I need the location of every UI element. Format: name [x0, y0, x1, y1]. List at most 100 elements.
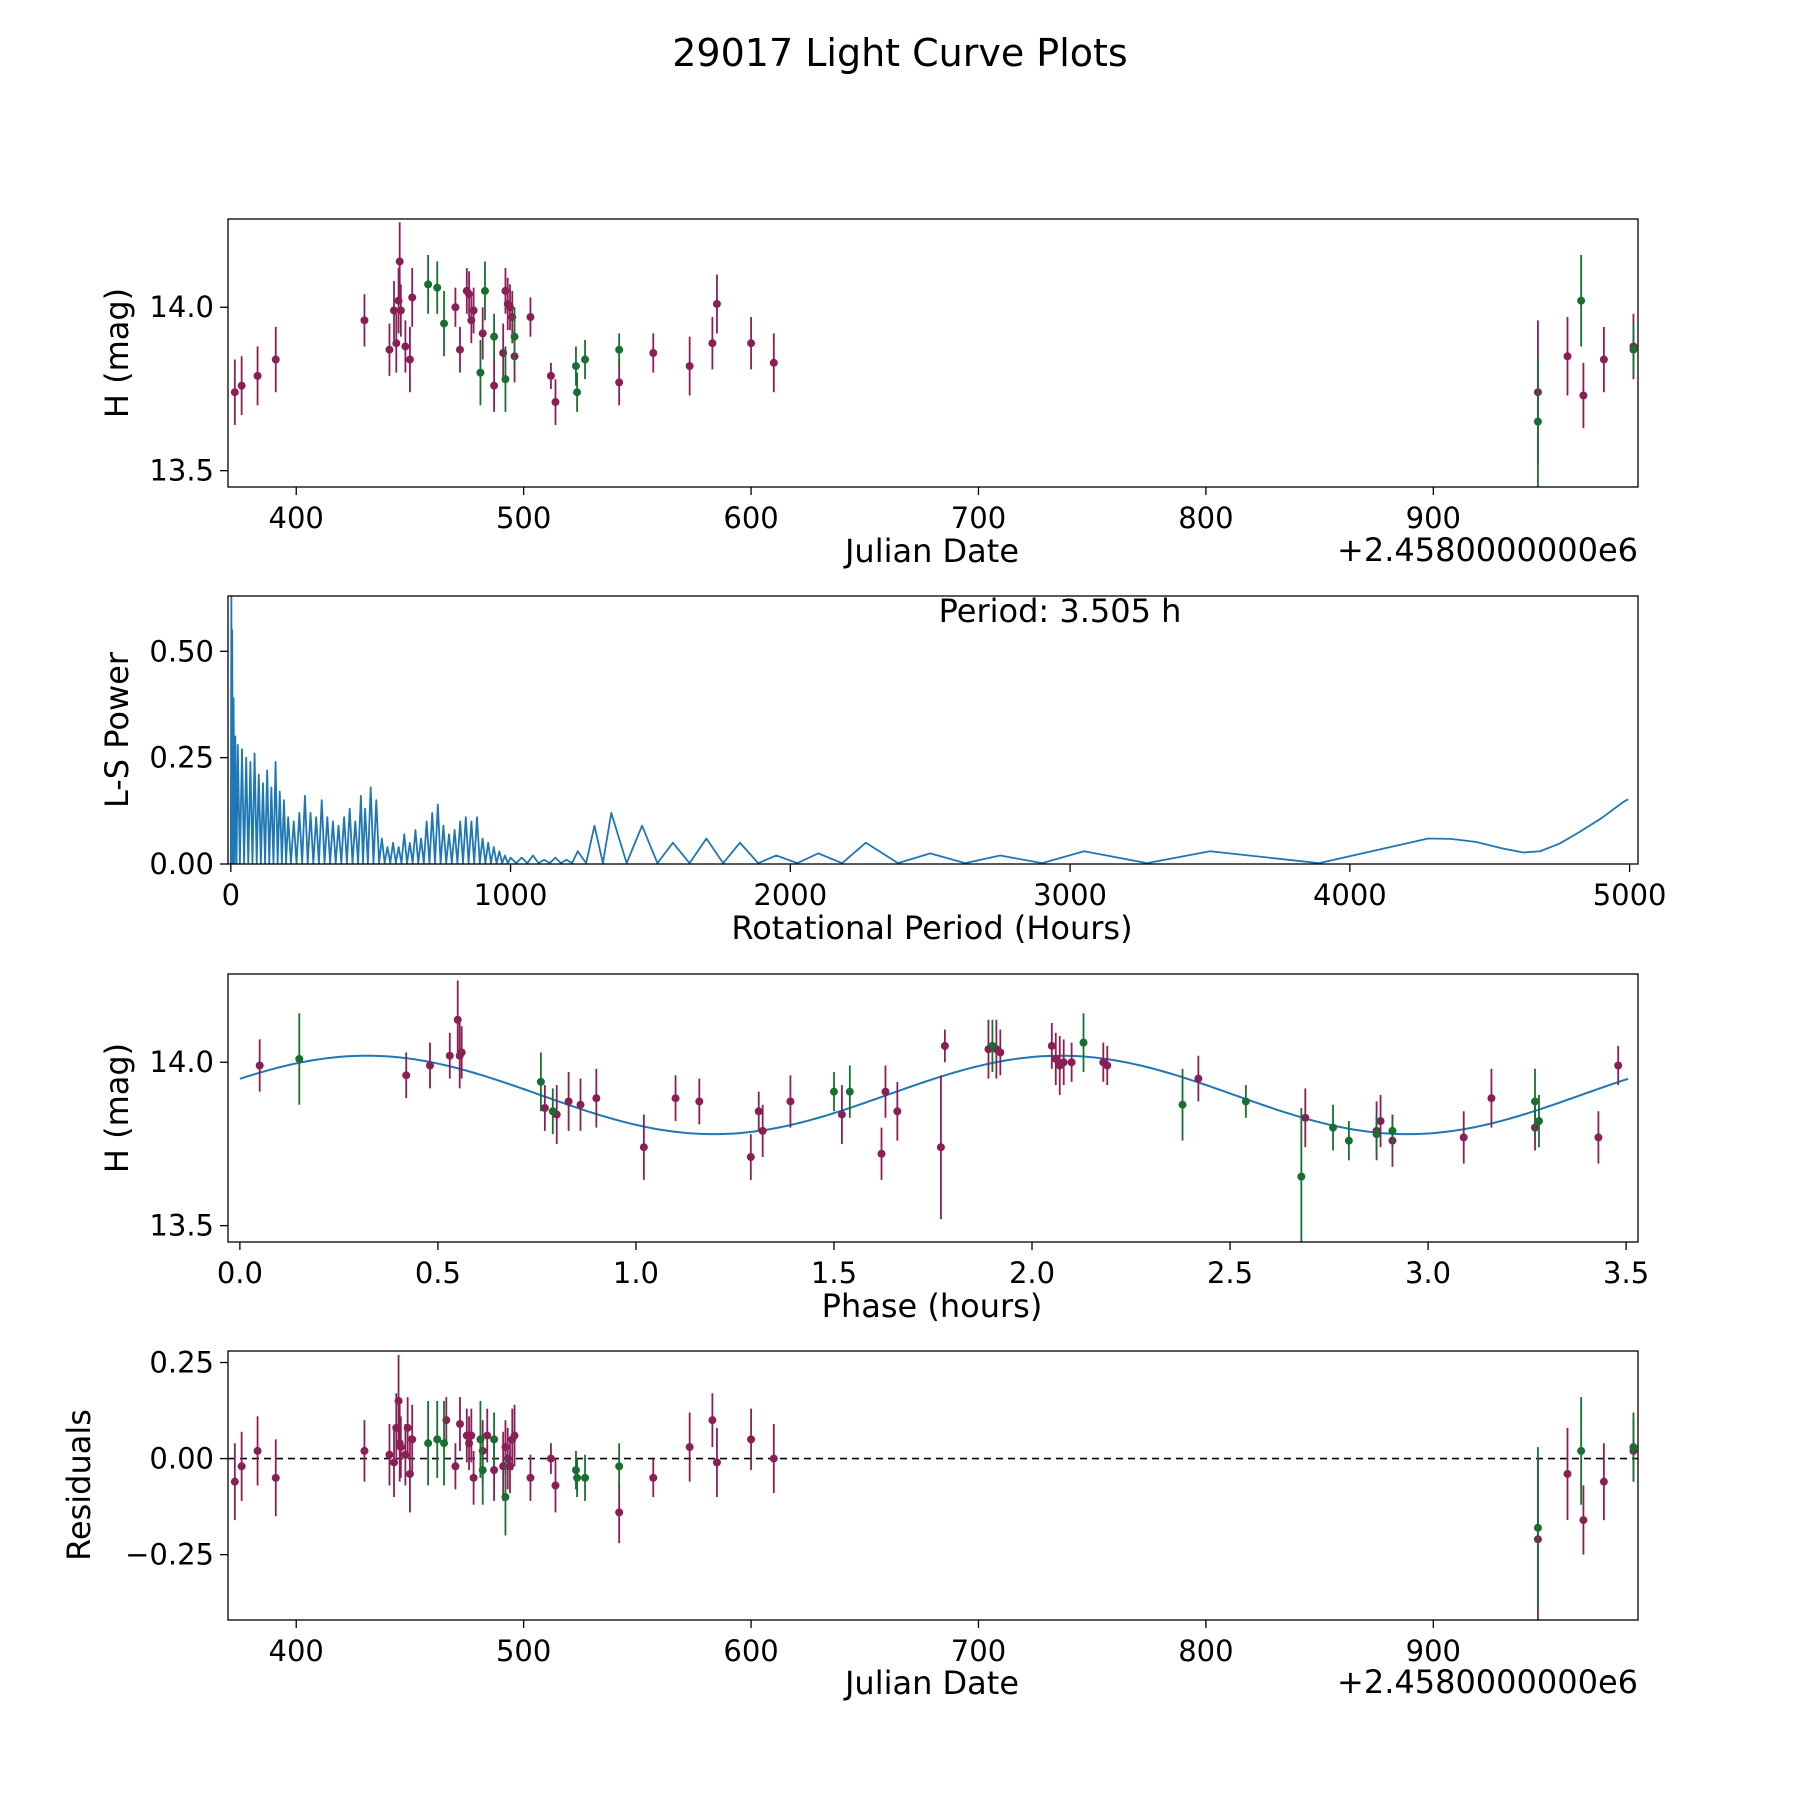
data-point	[1629, 1443, 1638, 1452]
data-point	[1376, 1117, 1385, 1126]
data-point	[754, 1107, 763, 1116]
data-point	[1329, 1123, 1338, 1132]
data-point	[769, 1454, 778, 1463]
data-point	[747, 1435, 756, 1444]
data-point	[712, 299, 721, 308]
data-point	[1629, 345, 1638, 354]
data-point	[501, 375, 510, 384]
data-point	[708, 339, 717, 348]
power-spectrum-line	[229, 596, 1629, 864]
data-point	[551, 398, 560, 407]
data-point	[581, 355, 590, 364]
data-point	[685, 362, 694, 371]
y-tick-label: −0.25	[125, 1538, 214, 1572]
x-tick-label: 0.5	[415, 1256, 461, 1290]
data-point	[451, 303, 460, 312]
x-tick-label: 1.5	[811, 1256, 857, 1290]
data-point	[564, 1097, 573, 1106]
phased-axes-frame	[227, 973, 1639, 1243]
data-point	[1241, 1097, 1250, 1106]
data-point	[271, 355, 280, 364]
data-point	[490, 1466, 499, 1475]
periodogram-x-ticks: 0 1000 2000 3000 4000 5000	[222, 864, 1667, 912]
data-point	[1178, 1100, 1187, 1109]
data-point	[526, 313, 535, 322]
data-point	[685, 1443, 694, 1452]
periodogram-x-label: Rotational Period (Hours)	[731, 909, 1132, 947]
data-point	[403, 1423, 412, 1432]
data-point	[230, 1477, 239, 1486]
data-point	[385, 345, 394, 354]
data-point	[571, 1466, 580, 1475]
data-point	[576, 1100, 585, 1109]
x-tick-label: 700	[951, 501, 1006, 535]
data-point	[457, 1048, 466, 1057]
residuals-y-label: Residuals	[60, 1409, 98, 1561]
data-point	[478, 1466, 487, 1475]
data-point	[1079, 1038, 1088, 1047]
data-point	[483, 1431, 492, 1440]
data-point	[1194, 1074, 1203, 1083]
data-point	[396, 306, 405, 315]
data-point	[747, 339, 756, 348]
data-point	[881, 1087, 890, 1096]
data-point	[671, 1094, 680, 1103]
residuals-y-ticks: 0.25 0.00 −0.25	[125, 1346, 228, 1572]
data-point	[1533, 1523, 1542, 1532]
x-tick-label: 2000	[753, 878, 827, 912]
data-point	[695, 1097, 704, 1106]
data-point	[988, 1041, 997, 1050]
data-point	[1614, 1061, 1623, 1070]
periodogram-panel: 0 1000 2000 3000 4000 5000 0.00 0.25 0.50 Perio…	[98, 592, 1667, 947]
y-tick-label: 0.25	[149, 1346, 214, 1380]
data-point	[639, 1143, 648, 1152]
data-point	[1067, 1058, 1076, 1067]
residuals-marks	[228, 1354, 1638, 1620]
data-point	[408, 1435, 417, 1444]
data-point	[424, 280, 433, 289]
y-tick-label: 14.0	[149, 290, 214, 324]
data-point	[465, 290, 474, 299]
x-tick-label: 3.0	[1405, 1256, 1451, 1290]
data-point	[996, 1048, 1005, 1057]
x-tick-label: 500	[496, 501, 551, 535]
data-point	[1599, 355, 1608, 364]
data-point	[615, 378, 624, 387]
data-point	[758, 1126, 767, 1135]
periodogram-plot-area	[229, 596, 1629, 864]
data-point	[829, 1087, 838, 1096]
x-tick-label: 0	[222, 878, 240, 912]
data-point	[360, 316, 369, 325]
data-point	[255, 1061, 264, 1070]
data-point	[490, 332, 499, 341]
phased-plot-area	[239, 980, 1629, 1242]
phased-marks	[239, 980, 1629, 1242]
data-point	[469, 306, 478, 315]
data-point	[360, 1446, 369, 1455]
x-tick-label: 3.5	[1603, 1256, 1649, 1290]
phased-y-ticks: 14.0 13.5	[149, 1045, 228, 1243]
data-point	[546, 371, 555, 380]
data-point	[253, 1446, 262, 1455]
data-point	[1388, 1126, 1397, 1135]
data-point	[1047, 1041, 1056, 1050]
data-point	[837, 1110, 846, 1119]
data-point	[478, 329, 487, 338]
phased-x-label: Phase (hours)	[822, 1287, 1043, 1325]
data-point	[1297, 1172, 1306, 1181]
lightcurve-x-ticks: 400 500 600 700 800 900	[269, 487, 1461, 535]
data-point	[1579, 1516, 1588, 1525]
x-tick-label: 900	[1406, 1634, 1461, 1668]
figure-title: 29017 Light Curve Plots	[672, 31, 1127, 75]
data-point	[490, 1435, 499, 1444]
data-point	[490, 381, 499, 390]
data-point	[540, 1104, 549, 1112]
data-point	[501, 1493, 510, 1502]
data-point	[940, 1041, 949, 1050]
phased-y-label: H (mag)	[98, 1043, 136, 1173]
data-point	[394, 1396, 403, 1405]
data-point	[573, 388, 582, 397]
y-tick-label: 0.00	[149, 1442, 214, 1476]
x-tick-label: 2.0	[1009, 1256, 1055, 1290]
